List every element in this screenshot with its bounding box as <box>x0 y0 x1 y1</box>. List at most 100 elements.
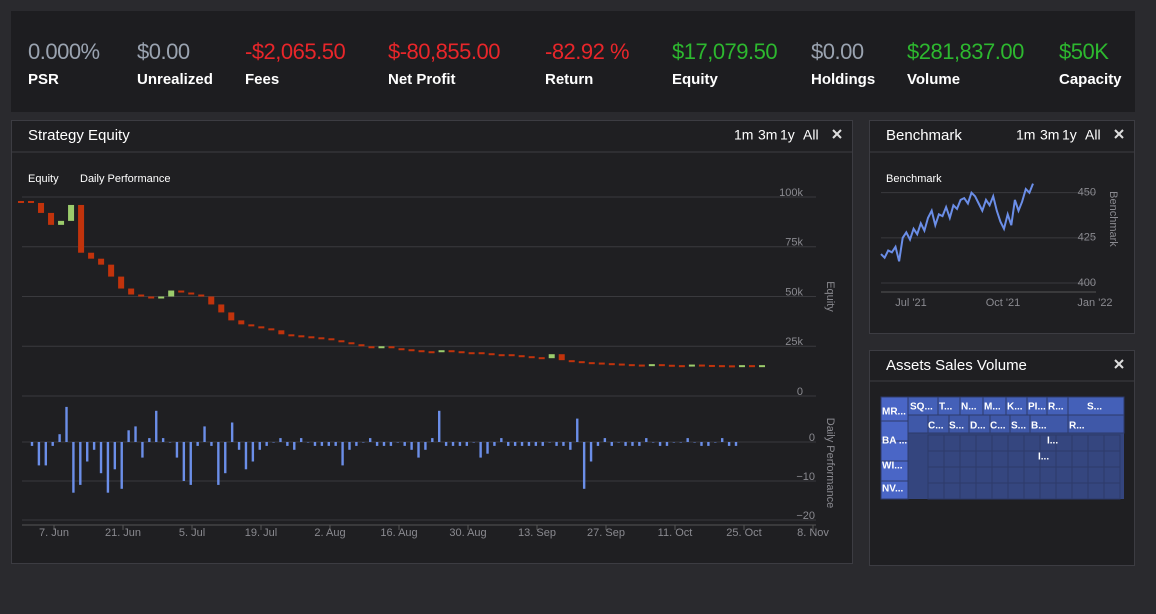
stat-value: $0.00 <box>137 39 190 64</box>
daily-bar <box>265 442 268 446</box>
daily-bar <box>734 442 738 446</box>
daily-bar <box>299 438 303 442</box>
treemap-cell <box>975 450 993 468</box>
equity-candle <box>118 276 125 289</box>
treemap-cell <box>1103 434 1121 452</box>
treemap-label: C... <box>990 421 1006 432</box>
equity-candle <box>368 346 375 349</box>
daily-bar <box>375 442 379 446</box>
daily-bar <box>217 442 220 485</box>
treemap-cell <box>927 450 945 468</box>
treemap-label: T... <box>939 402 953 413</box>
daily-bar <box>693 442 696 443</box>
treemap-label: I... <box>1038 452 1049 463</box>
benchmark-panel: Benchmark 1m 3m 1y All Benchmark 450 425 400 Ben… <box>869 120 1135 334</box>
close-icon[interactable] <box>1114 359 1124 369</box>
range-button[interactable]: All <box>1085 127 1101 143</box>
stat: -82.92 % Return <box>545 39 630 88</box>
daily-bar <box>658 442 662 446</box>
daily-bar <box>237 442 241 450</box>
close-icon[interactable] <box>1114 129 1124 139</box>
range-button[interactable]: 1y <box>780 127 795 143</box>
y-tick-label: 400 <box>1078 277 1096 289</box>
equity-chart: Strategy Equity 1m 3m 1y All Equity Daily Per… <box>12 127 852 539</box>
daily-bar <box>92 442 96 450</box>
daily-bar <box>334 442 337 446</box>
daily-bar <box>700 442 703 446</box>
equity-candle <box>538 357 545 360</box>
daily-bar <box>493 442 496 446</box>
range-button[interactable]: 1y <box>1062 127 1077 143</box>
equity-candle <box>528 356 535 359</box>
daily-bar <box>120 442 123 489</box>
daily-bar <box>168 442 172 443</box>
daily-bar <box>513 442 517 446</box>
treemap-label: S... <box>1011 421 1026 432</box>
daily-bar <box>279 438 282 442</box>
daily-bar <box>58 434 61 442</box>
range-button[interactable]: 3m <box>1040 127 1059 143</box>
equity-candle <box>608 363 615 366</box>
daily-bar <box>348 442 351 450</box>
x-tick-label: 5. Jul <box>179 527 205 539</box>
daily-bar <box>155 410 158 442</box>
equity-candle <box>438 350 445 353</box>
stat: -$2,065.50 Fees <box>245 39 346 88</box>
y-tick-label: 75k <box>785 237 803 249</box>
treemap-cell <box>927 466 945 484</box>
legend-item[interactable]: Daily Performance <box>80 173 170 185</box>
treemap-cell <box>1023 482 1041 500</box>
treemap-cell <box>1055 482 1073 500</box>
range-button[interactable]: 1m <box>734 127 753 143</box>
daily-bar <box>141 442 144 458</box>
daily-bar <box>99 442 103 474</box>
treemap-label: D... <box>970 421 986 432</box>
daily-bar <box>707 442 710 446</box>
legend-item[interactable]: Equity <box>28 173 59 185</box>
daily-bar <box>548 442 551 443</box>
treemap-cell <box>959 450 977 468</box>
x-tick-label: Jan '22 <box>1077 297 1112 309</box>
equity-candle <box>318 337 325 340</box>
range-button[interactable]: All <box>803 127 819 143</box>
legend-item[interactable]: Benchmark <box>886 173 942 185</box>
stat-label: Unrealized <box>137 71 213 88</box>
range-button[interactable]: 1m <box>1016 127 1035 143</box>
equity-candle <box>638 364 645 367</box>
x-tick-label: 8. Nov <box>797 527 829 539</box>
equity-candle <box>628 364 635 367</box>
x-tick-label: 11. Oct <box>658 527 693 539</box>
treemap-label: WI... <box>882 461 903 472</box>
daily-bar <box>306 442 310 443</box>
equity-candle <box>228 312 235 321</box>
daily-bar <box>320 442 324 446</box>
equity-panel: Strategy Equity 1m 3m 1y All Equity Daily Per… <box>11 120 853 564</box>
treemap-cell <box>1007 434 1025 452</box>
x-tick-label: 25. Oct <box>726 527 761 539</box>
treemap-cell <box>943 466 961 484</box>
equity-candle <box>418 350 425 353</box>
daily-bar <box>382 442 386 446</box>
treemap-cell <box>975 466 993 484</box>
close-icon[interactable] <box>832 129 842 139</box>
equity-candle <box>298 335 305 338</box>
treemap-label: R... <box>1048 402 1064 413</box>
y-tick-label: 50k <box>785 286 803 298</box>
y-tick-label: 425 <box>1078 232 1096 244</box>
stat-label: Net Profit <box>388 71 456 88</box>
daily-bar <box>403 442 406 446</box>
equity-candle <box>548 354 555 359</box>
treemap-cell <box>1039 482 1057 500</box>
x-tick-label: 19. Jul <box>245 527 277 539</box>
treemap-cell <box>991 466 1009 484</box>
equity-candle <box>308 336 315 339</box>
treemap-label: BA ... <box>882 436 907 447</box>
equity-candle <box>78 204 85 253</box>
daily-bar <box>465 442 469 446</box>
daily-bar <box>610 442 613 446</box>
range-button[interactable]: 3m <box>758 127 777 143</box>
equity-candle <box>378 346 385 349</box>
equity-candle <box>448 350 455 353</box>
stat: $17,079.50 Equity <box>672 39 778 88</box>
